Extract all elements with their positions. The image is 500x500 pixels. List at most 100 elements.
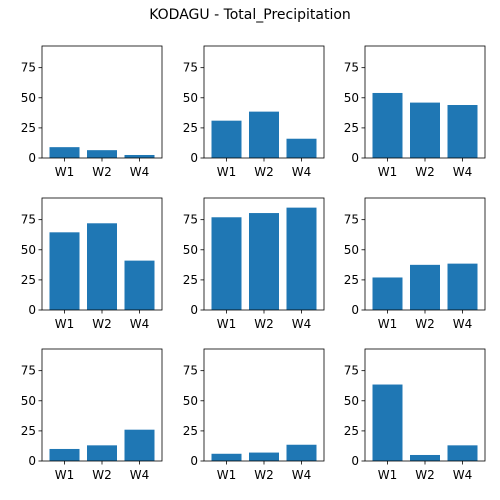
- bar-w2: [410, 102, 440, 158]
- bar-w2: [87, 150, 117, 158]
- y-tick-label: 0: [351, 454, 359, 468]
- x-tick-label: W4: [453, 317, 473, 331]
- y-tick-label: 25: [21, 121, 36, 135]
- x-tick-label: W2: [254, 317, 274, 331]
- figure-title: KODAGU - Total_Precipitation: [149, 7, 351, 23]
- y-tick-label: 0: [351, 303, 359, 317]
- x-tick-label: W4: [453, 468, 473, 482]
- y-tick-label: 0: [28, 303, 36, 317]
- x-tick-label: W2: [92, 317, 112, 331]
- bar-w1: [211, 120, 242, 158]
- x-tick-label: W4: [130, 165, 150, 179]
- x-tick-label: W1: [55, 317, 75, 331]
- bar-w1: [49, 448, 80, 461]
- y-tick-label: 75: [344, 364, 359, 378]
- bar-w1: [49, 147, 80, 158]
- x-tick-label: W2: [254, 165, 274, 179]
- x-tick-label: W2: [92, 468, 112, 482]
- x-tick-label: W2: [415, 468, 435, 482]
- bar-w4: [124, 154, 155, 158]
- bar-w1: [372, 384, 403, 461]
- y-tick-label: 50: [21, 91, 36, 105]
- axes-frame: [203, 348, 325, 462]
- x-tick-label: W4: [453, 165, 473, 179]
- bar-w4: [124, 429, 155, 461]
- y-tick-label: 0: [190, 454, 198, 468]
- subplot-3: 0 25 50 75 W1 W2 W4: [344, 45, 486, 179]
- bar-w4: [447, 263, 478, 310]
- y-tick-label: 75: [183, 61, 198, 75]
- x-tick-label: W2: [415, 317, 435, 331]
- bar-w4: [286, 138, 317, 158]
- bar-w4: [124, 260, 155, 310]
- y-tick-label: 0: [351, 151, 359, 165]
- y-tick-label: 0: [28, 151, 36, 165]
- y-tick-label: 50: [183, 91, 198, 105]
- subplot-8: 0 25 50 75 W1 W2 W4: [183, 348, 325, 482]
- bar-w4: [286, 444, 317, 461]
- x-tick-label: W4: [292, 165, 312, 179]
- y-tick-label: 50: [344, 243, 359, 257]
- x-tick-label: W4: [130, 468, 150, 482]
- y-tick-label: 0: [190, 303, 198, 317]
- bar-w1: [211, 453, 242, 461]
- x-tick-label: W4: [130, 317, 150, 331]
- subplot-7: 0 25 50 75 W1 W2 W4: [21, 348, 163, 482]
- y-tick-label: 50: [21, 243, 36, 257]
- axes-frame: [41, 45, 163, 159]
- x-tick-label: W1: [217, 165, 237, 179]
- bar-w1: [372, 277, 403, 310]
- y-tick-label: 25: [344, 273, 359, 287]
- y-tick-label: 50: [21, 394, 36, 408]
- y-tick-label: 0: [190, 151, 198, 165]
- subplot-5: 0 25 50 75 W1 W2 W4: [183, 197, 325, 331]
- y-tick-label: 75: [183, 213, 198, 227]
- y-tick-label: 25: [183, 424, 198, 438]
- y-tick-label: 0: [28, 454, 36, 468]
- bar-w4: [447, 445, 478, 461]
- subplot-4: 0 25 50 75 W1 W2 W4: [21, 197, 163, 331]
- bar-w2: [410, 264, 440, 310]
- bar-w4: [447, 105, 478, 158]
- x-tick-label: W2: [92, 165, 112, 179]
- bar-w1: [49, 232, 80, 310]
- y-tick-label: 75: [183, 364, 198, 378]
- bar-w2: [249, 452, 279, 461]
- y-tick-label: 75: [21, 61, 36, 75]
- y-tick-label: 50: [183, 394, 198, 408]
- bar-w1: [372, 92, 403, 158]
- bar-w2: [249, 213, 279, 310]
- y-tick-label: 25: [183, 273, 198, 287]
- bar-w2: [87, 223, 117, 310]
- x-tick-label: W1: [55, 165, 75, 179]
- y-tick-label: 25: [21, 424, 36, 438]
- bar-w2: [249, 111, 279, 158]
- subplot-6: 0 25 50 75 W1 W2 W4: [344, 197, 486, 331]
- x-tick-label: W1: [217, 468, 237, 482]
- y-tick-label: 75: [21, 213, 36, 227]
- y-tick-label: 50: [344, 394, 359, 408]
- y-tick-label: 25: [344, 121, 359, 135]
- y-tick-label: 50: [344, 91, 359, 105]
- bar-w1: [211, 217, 242, 310]
- bar-w2: [410, 454, 440, 461]
- y-tick-label: 75: [344, 213, 359, 227]
- y-tick-label: 75: [344, 61, 359, 75]
- x-tick-label: W4: [292, 468, 312, 482]
- y-tick-label: 25: [344, 424, 359, 438]
- y-tick-label: 25: [183, 121, 198, 135]
- x-tick-label: W1: [55, 468, 75, 482]
- subplot-9: 0 25 50 75 W1 W2 W4: [344, 348, 486, 482]
- y-tick-label: 75: [21, 364, 36, 378]
- y-tick-label: 25: [21, 273, 36, 287]
- x-tick-label: W4: [292, 317, 312, 331]
- x-tick-label: W2: [254, 468, 274, 482]
- x-tick-label: W1: [217, 317, 237, 331]
- x-tick-label: W1: [378, 468, 398, 482]
- subplot-2: 0 25 50 75 W1 W2 W4: [183, 45, 325, 179]
- subplot-1: 0 25 50 75 W1 W2 W4: [21, 45, 163, 179]
- y-tick-label: 50: [183, 243, 198, 257]
- x-tick-label: W1: [378, 165, 398, 179]
- bar-w4: [286, 207, 317, 310]
